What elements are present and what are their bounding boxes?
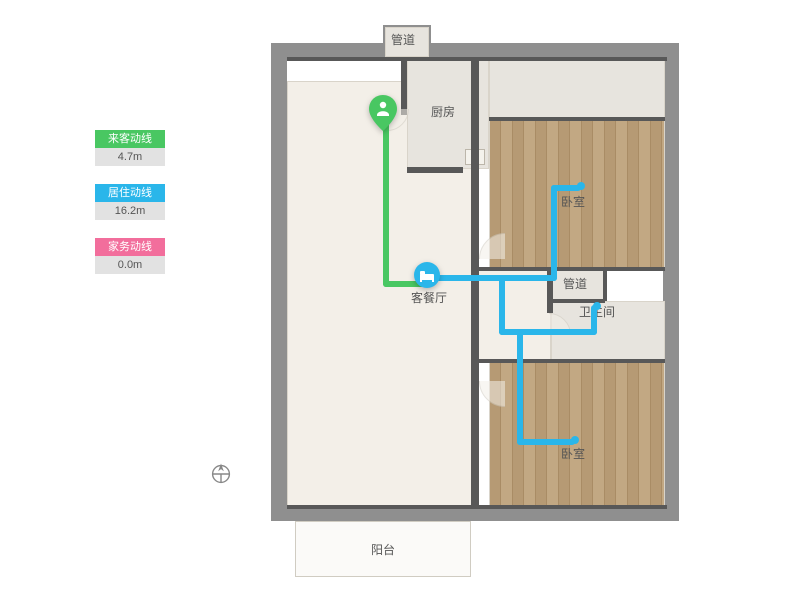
label-kitchen: 厨房 (431, 103, 455, 120)
path-resident-seg (551, 185, 557, 281)
path-resident-endpoint (571, 436, 579, 444)
legend-item-resident: 居住动线 16.2m (95, 184, 165, 220)
path-resident-endpoint (577, 182, 585, 190)
wall-bottom-inner (287, 505, 667, 509)
entry-marker-icon (369, 95, 397, 131)
path-resident-seg (517, 439, 575, 445)
legend-item-chores: 家务动线 0.0m (95, 238, 165, 274)
legend-resident-value: 16.2m (95, 202, 165, 220)
compass-icon (207, 460, 235, 488)
path-resident-endpoint (593, 302, 601, 310)
resident-marker-icon (413, 261, 441, 289)
path-resident-seg (517, 329, 523, 445)
wall-hall-bottom (479, 359, 665, 363)
floorplan: 管道 厨房 卧室 客餐厅 管道 卫生间 卧室 阳台 (271, 25, 679, 582)
hallway (473, 269, 551, 361)
shell-right (663, 43, 679, 521)
label-bedroom1: 卧室 (561, 193, 585, 210)
label-balcony: 阳台 (371, 541, 395, 558)
room-bedroom2 (489, 361, 665, 507)
wall-vert-main (471, 57, 479, 507)
path-resident-seg (499, 275, 505, 335)
legend-chores-value: 0.0m (95, 256, 165, 274)
room-upper-right-tile (489, 59, 665, 119)
label-living: 客餐厅 (411, 289, 447, 306)
wall-bed-upper-tile (489, 117, 665, 121)
wall-top (287, 57, 667, 61)
legend-resident-label: 居住动线 (95, 184, 165, 202)
path-resident-seg (425, 275, 557, 281)
path-guest-seg (383, 115, 389, 287)
legend-item-guest: 来客动线 4.7m (95, 130, 165, 166)
label-pipe1: 管道 (391, 31, 415, 48)
wall-kitchen-bottom (407, 167, 463, 173)
legend-guest-value: 4.7m (95, 148, 165, 166)
wall-pipe2-right (603, 269, 607, 301)
label-pipe2: 管道 (563, 275, 587, 292)
legend-guest-label: 来客动线 (95, 130, 165, 148)
wall-bed1-bottom (479, 267, 665, 271)
wall-kitchen-left (401, 57, 407, 115)
shell-left (271, 43, 287, 521)
legend: 来客动线 4.7m 居住动线 16.2m 家务动线 0.0m (95, 130, 165, 292)
path-resident-seg (499, 329, 597, 335)
legend-chores-label: 家务动线 (95, 238, 165, 256)
label-bedroom2: 卧室 (561, 445, 585, 462)
